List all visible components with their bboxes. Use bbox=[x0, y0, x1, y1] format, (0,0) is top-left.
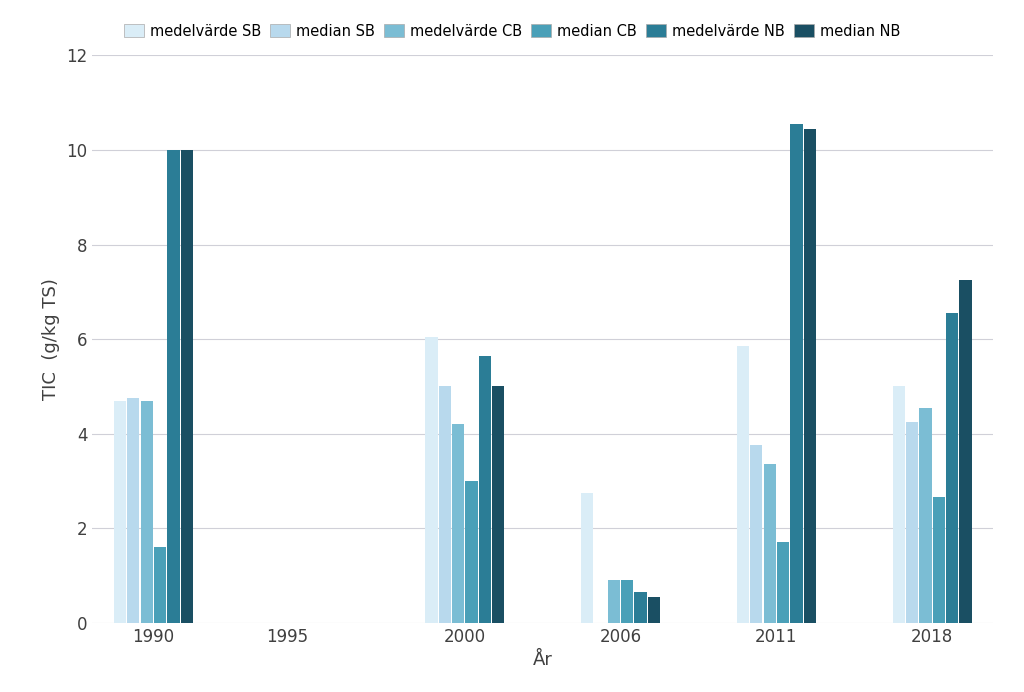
Bar bbox=[608, 580, 621, 623]
Bar bbox=[933, 498, 945, 623]
Bar bbox=[791, 124, 803, 623]
Bar bbox=[465, 481, 477, 623]
Bar bbox=[180, 150, 193, 623]
Legend: medelvärde SB, median SB, medelvärde CB, median CB, medelvärde NB, median NB: medelvärde SB, median SB, medelvärde CB,… bbox=[118, 18, 906, 44]
Bar bbox=[127, 398, 139, 623]
Bar bbox=[764, 464, 776, 623]
Bar bbox=[154, 547, 166, 623]
Bar bbox=[479, 356, 492, 623]
Bar bbox=[493, 386, 505, 623]
X-axis label: År: År bbox=[532, 651, 553, 669]
Bar bbox=[425, 337, 437, 623]
Bar bbox=[635, 592, 647, 623]
Bar bbox=[622, 580, 634, 623]
Bar bbox=[140, 401, 153, 623]
Bar bbox=[167, 150, 179, 623]
Bar bbox=[906, 422, 919, 623]
Bar bbox=[737, 346, 750, 623]
Bar bbox=[114, 401, 126, 623]
Bar bbox=[959, 280, 972, 623]
Bar bbox=[946, 313, 958, 623]
Bar bbox=[804, 129, 816, 623]
Bar bbox=[920, 408, 932, 623]
Bar bbox=[751, 446, 763, 623]
Bar bbox=[893, 386, 905, 623]
Bar bbox=[438, 386, 451, 623]
Bar bbox=[648, 597, 660, 623]
Bar bbox=[581, 493, 593, 623]
Bar bbox=[452, 424, 464, 623]
Bar bbox=[777, 543, 790, 623]
Y-axis label: TIC  (g/kg TS): TIC (g/kg TS) bbox=[42, 278, 60, 400]
